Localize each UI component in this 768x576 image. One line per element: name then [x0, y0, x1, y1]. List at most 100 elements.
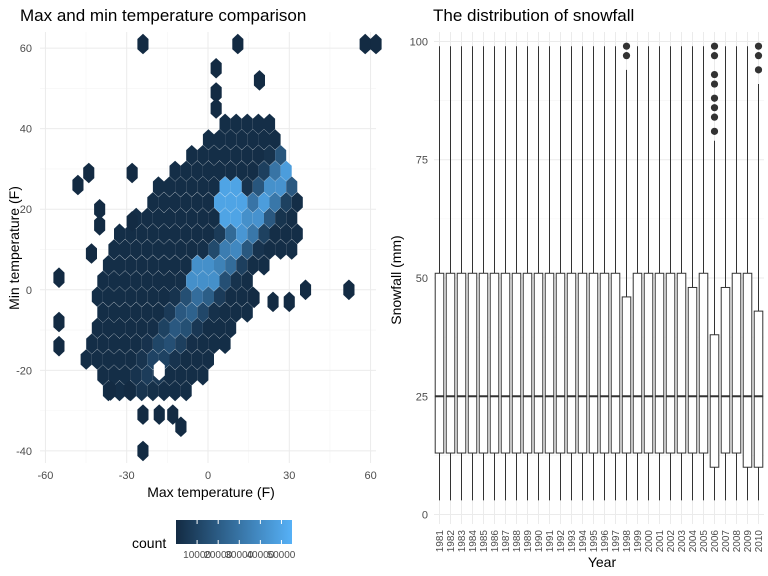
- hexbin-cell: [186, 207, 198, 229]
- legend-colorbar: [176, 520, 292, 544]
- hexbin-cell: [180, 160, 192, 182]
- hexbin-cell: [108, 302, 120, 323]
- hexbin-cell: [214, 286, 226, 307]
- hexbin-cell: [125, 255, 137, 276]
- x-tick-label: 2000: [644, 530, 655, 553]
- box-body: [478, 272, 489, 454]
- hexbin-cell: [275, 207, 287, 229]
- hexbin-cell: [225, 160, 237, 182]
- hexbin-cell: [152, 207, 164, 229]
- y-tick-label: 60: [20, 43, 32, 55]
- hexbin-cell: [197, 239, 209, 260]
- hexbin-cell: [236, 255, 248, 276]
- hexbin-cell: [130, 270, 142, 292]
- legend-tick-label: 30000: [225, 550, 253, 561]
- box-body: [511, 272, 522, 454]
- hexbin-cell: [230, 207, 242, 229]
- hexbin-cell: [208, 239, 220, 260]
- box-body: [577, 272, 588, 454]
- hexbin-cell: [219, 239, 231, 260]
- y-tick-label: 50: [416, 273, 428, 285]
- x-tick-label: 1992: [556, 530, 567, 553]
- hexbin-cell: [214, 129, 226, 150]
- hexbin-cell: [125, 317, 137, 339]
- x-tick-label: 1983: [457, 530, 468, 553]
- hexbin-cell: [202, 160, 214, 182]
- x-tick-label: 1990: [534, 530, 545, 553]
- hexbin-cell: [264, 207, 276, 229]
- box-body: [467, 272, 478, 454]
- legend-tick-label: 20000: [204, 550, 232, 561]
- hexbin-cell: [343, 279, 355, 301]
- box-body: [654, 272, 665, 454]
- hexbin-cell: [219, 207, 231, 229]
- hexbin-cell: [208, 302, 220, 323]
- box-1990: [533, 46, 544, 501]
- y-tick-label: 0: [26, 285, 32, 297]
- hexbin-cell: [186, 302, 198, 323]
- hexbin-cell: [275, 176, 287, 197]
- box-body: [698, 272, 709, 454]
- x-tick-label: 1993: [567, 530, 578, 553]
- box-body: [566, 272, 577, 454]
- hexbin-cell: [275, 145, 287, 166]
- box-body: [610, 272, 621, 454]
- hexbin-cell: [137, 440, 149, 462]
- hexbin-cell: [219, 145, 231, 166]
- hexbin-cell: [169, 380, 181, 402]
- hexbin-cell: [247, 160, 259, 182]
- hexbin-cell: [137, 33, 149, 55]
- hexbin-cell: [114, 223, 126, 245]
- x-tick-label: 30: [283, 470, 295, 482]
- outlier-point: [754, 42, 763, 50]
- hexbin-cell: [230, 113, 242, 135]
- hexbin-cell: [230, 145, 242, 166]
- hexbin-cell: [175, 302, 187, 323]
- hexbin-cell: [208, 145, 220, 166]
- hexbin-cell: [269, 192, 281, 213]
- boxplot-boxes: [434, 42, 764, 501]
- hexbin-cell: [236, 192, 248, 213]
- hexbin-cell: [210, 82, 222, 103]
- hexbin-cell: [180, 317, 192, 339]
- hexbin-cell: [126, 211, 138, 232]
- hexbin-cell: [275, 239, 287, 260]
- hexbin-cell: [230, 302, 242, 323]
- hexbin-cell: [158, 192, 170, 213]
- hexbin-cell: [169, 223, 181, 245]
- box-1995: [588, 46, 599, 501]
- box-1988: [511, 46, 522, 501]
- box-body: [555, 272, 566, 454]
- hexbin-cell: [191, 255, 203, 276]
- hexbin-cell: [94, 215, 106, 236]
- box-1999: [632, 46, 643, 501]
- x-tick-label: 0: [205, 470, 211, 482]
- hexbin-cell: [219, 270, 231, 292]
- hexbin-cell: [164, 207, 176, 229]
- hexbin-cell: [152, 176, 164, 197]
- hexbin-cell: [180, 286, 192, 307]
- x-tick-label: 1984: [468, 530, 479, 553]
- hexbin-cell: [169, 192, 181, 213]
- hexbin-cell: [85, 243, 97, 264]
- hexbin-cell: [186, 239, 198, 260]
- hexbin-cell: [202, 192, 214, 213]
- x-tick-label: 1985: [479, 530, 490, 553]
- hexbin-cell: [252, 113, 264, 135]
- hexbin-cell: [141, 333, 153, 354]
- legend-tick-label: 10000: [183, 550, 211, 561]
- hexbin-cell: [169, 255, 181, 276]
- box-body: [621, 296, 632, 454]
- hexbin-cell: [219, 333, 231, 354]
- box-body: [676, 272, 687, 454]
- hexbin-cell: [136, 380, 148, 402]
- hexbin-cell: [102, 317, 114, 339]
- hexbin-cell: [197, 207, 209, 229]
- hexbin-cell: [225, 192, 237, 213]
- hexbin-cell: [53, 267, 65, 288]
- hexbin-cell: [264, 239, 276, 260]
- hexbin-cell: [230, 270, 242, 292]
- hexbin-cell: [252, 239, 264, 260]
- hexbin-cell: [141, 239, 153, 260]
